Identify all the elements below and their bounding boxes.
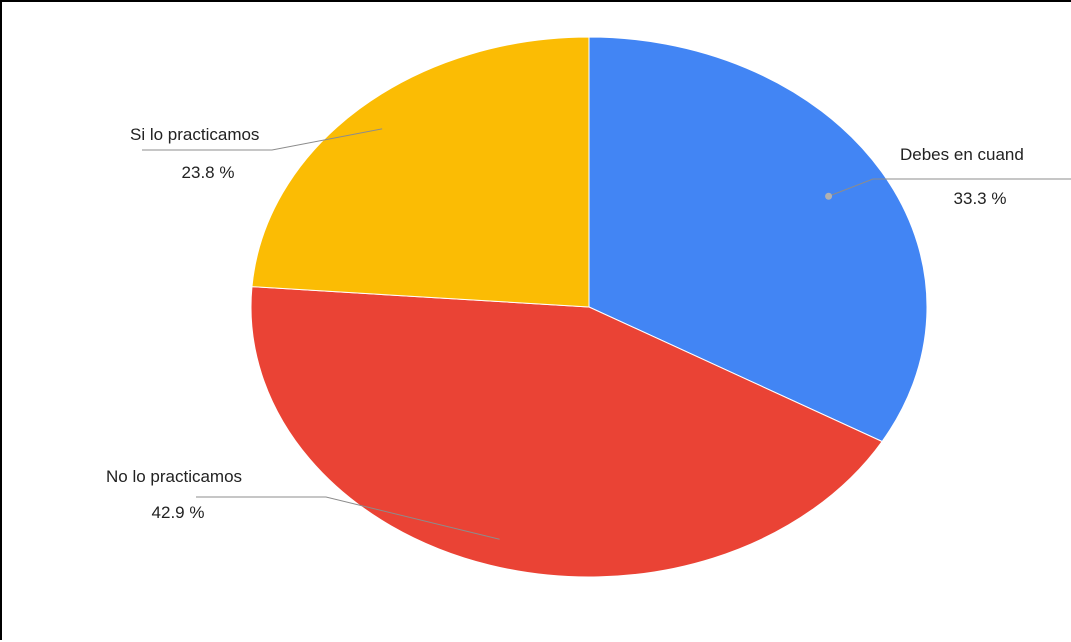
slice-label-si-lo-practicamos: Si lo practicamos xyxy=(130,125,259,144)
slice-value-debes-en-cuand: 33.3 % xyxy=(954,189,1007,208)
slice-label-debes-en-cuand: Debes en cuand xyxy=(900,145,1024,164)
slice-label-no-lo-practicamos: No lo practicamos xyxy=(106,467,242,486)
slice-value-no-lo-practicamos: 42.9 % xyxy=(152,503,205,522)
leader-dot-debes-en-cuand xyxy=(825,193,832,200)
pie-slice-si-lo-practicamos xyxy=(252,37,589,307)
slice-value-si-lo-practicamos: 23.8 % xyxy=(182,163,235,182)
